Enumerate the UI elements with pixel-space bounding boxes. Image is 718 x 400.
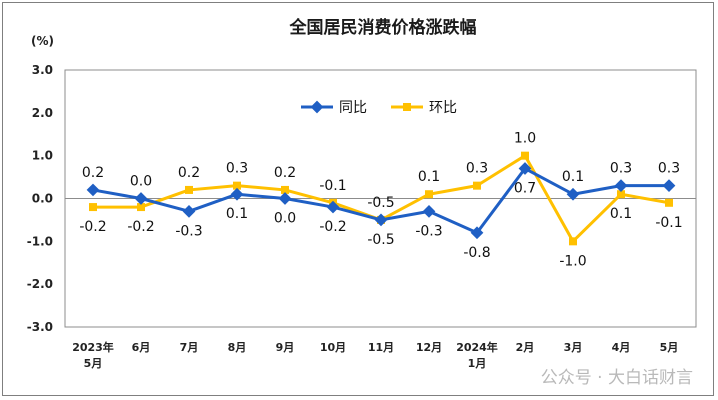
data-label-mom: 0.3 [466,161,488,177]
x-tick-label: 4月 [612,341,631,354]
x-tick-label: 8月 [228,341,247,354]
data-label-mom: 0.3 [226,161,248,177]
x-tick-label: 2023年 [72,340,114,354]
data-label-mom: 1.0 [514,131,536,147]
data-label-mom: 0.1 [418,169,440,185]
data-label-yoy: -0.3 [175,223,202,239]
data-label-yoy: 0.7 [514,181,536,197]
data-label-mom: -0.5 [367,232,394,248]
data-point-mom [665,198,673,207]
data-point-mom [185,185,193,194]
data-point-yoy [326,200,340,214]
data-label-mom: 0.2 [178,165,200,181]
x-axis-ticks: 2023年 5月 6月 7月 8月 9月 10月 11月 12月 2024年 1月 2月 3月 4月 5月 [72,340,678,370]
x-tick-label: 11月 [368,341,394,354]
data-label-yoy: 0.0 [130,174,152,190]
data-point-mom [137,203,145,212]
data-point-yoy [614,179,628,193]
data-point-mom [569,237,577,246]
y-tick-label: 1.0 [32,149,53,163]
data-point-yoy [662,179,676,193]
data-label-yoy: 0.0 [274,211,296,227]
data-label-mom: -0.2 [127,219,154,235]
legend: 同比 环比 [301,100,457,116]
data-point-yoy [182,204,196,218]
data-point-mom [89,203,97,212]
data-point-mom [473,181,481,190]
data-point-yoy [374,213,388,227]
y-tick-label: -3.0 [27,320,53,334]
data-point-yoy [86,183,100,197]
data-label-mom: 0.1 [610,206,632,222]
data-point-yoy [422,204,436,218]
legend-label-mom: 环比 [429,100,457,116]
data-point-mom [233,181,241,190]
y-axis-unit-label: (%) [31,34,54,48]
data-point-mom [281,185,289,194]
data-label-yoy: 0.3 [610,161,632,177]
data-label-yoy: 0.1 [562,169,584,185]
x-tick-label: 3月 [564,341,583,354]
y-tick-label: 0.0 [32,192,53,206]
x-tick-label: 6月 [132,341,151,354]
y-tick-label: 3.0 [32,63,53,77]
data-label-yoy: -0.5 [367,195,394,211]
data-label-yoy: 0.3 [658,161,680,177]
y-axis-ticks: 3.0 2.0 1.0 0.0 -1.0 -2.0 -3.0 [27,63,53,334]
x-tick-label: 9月 [276,341,295,354]
x-tick-label: 10月 [320,341,346,354]
x-tick-label: 5月 [660,341,679,354]
data-labels-layer: 0.2 0.0 -0.3 0.1 0.0 -0.2 -0.5 -0.3 -0.8 0.7 0.1 0.… [79,131,682,270]
x-tick-label: 2月 [516,341,535,354]
data-point-yoy [230,187,244,201]
chart-title: 全国居民消费价格涨跌幅 [289,17,477,38]
cpi-line-chart: 全国居民消费价格涨跌幅 (%) 3.0 2.0 1.0 0.0 -1.0 -2.0 -3.0… [27,17,697,388]
y-tick-label: -2.0 [27,277,53,291]
x-tick-label: 2024年 [456,340,498,354]
data-label-mom: -0.2 [79,219,106,235]
data-label-mom: 0.2 [274,165,296,181]
y-tick-label: 2.0 [32,106,53,120]
data-label-yoy: -0.8 [463,245,490,261]
chart-frame: 全国居民消费价格涨跌幅 (%) 3.0 2.0 1.0 0.0 -1.0 -2.0 -3.0… [2,2,714,396]
data-point-yoy [278,192,292,205]
data-point-mom [521,151,529,160]
data-point-mom [425,190,433,199]
x-tick-label: 12月 [416,341,442,354]
x-tick-label: 7月 [180,341,199,354]
legend-marker-mom [403,103,411,111]
data-point-yoy [134,192,148,205]
x-tick-label: 1月 [468,357,487,370]
y-tick-label: -1.0 [27,234,53,248]
x-tick-label: 5月 [84,357,103,370]
data-label-yoy: 0.1 [226,206,248,222]
data-point-mom [617,190,625,199]
data-label-yoy: 0.2 [82,165,104,181]
data-label-mom: -0.1 [655,215,682,231]
data-label-yoy: -0.2 [319,219,346,235]
legend-marker-yoy [310,100,324,114]
data-label-mom: -1.0 [559,253,586,269]
watermark: 公众号 · 大白话财言 [541,368,693,388]
data-point-yoy [470,226,484,240]
legend-label-yoy: 同比 [339,100,367,116]
data-label-yoy: -0.3 [415,223,442,239]
data-label-mom: -0.1 [319,178,346,194]
